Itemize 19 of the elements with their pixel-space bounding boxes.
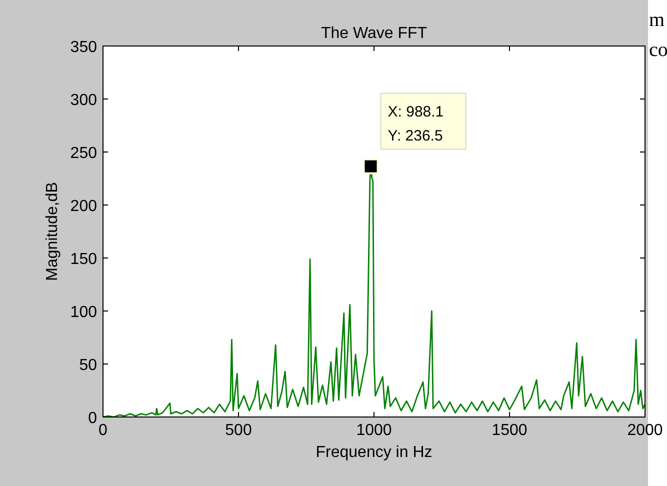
y-tick-label: 150	[70, 251, 98, 268]
y-axis-title: Magnitude,dB	[44, 182, 61, 281]
text: co	[649, 39, 667, 61]
chart-title: The Wave FFT	[320, 25, 428, 42]
y-tick-label: 250	[70, 145, 98, 162]
text: m	[649, 9, 665, 31]
x-tick-label: 1500	[492, 422, 528, 439]
y-tick-label: 350	[70, 39, 98, 56]
x-tick-label: 1000	[356, 422, 392, 439]
y-tick-label: 0	[88, 410, 98, 427]
y-tick-label: 300	[70, 92, 98, 109]
x-tick-label: 2000	[627, 422, 663, 439]
y-tick-label: 50	[79, 357, 98, 374]
y-tick-label: 100	[70, 304, 98, 321]
x-tick-label: 0	[98, 422, 108, 439]
x-axis-title: Frequency in Hz	[316, 444, 432, 461]
y-tick-label: 200	[70, 198, 98, 215]
annotation: X: 988.1 Y: 236.5	[388, 103, 444, 144]
x-tick-label: 500	[225, 422, 252, 439]
